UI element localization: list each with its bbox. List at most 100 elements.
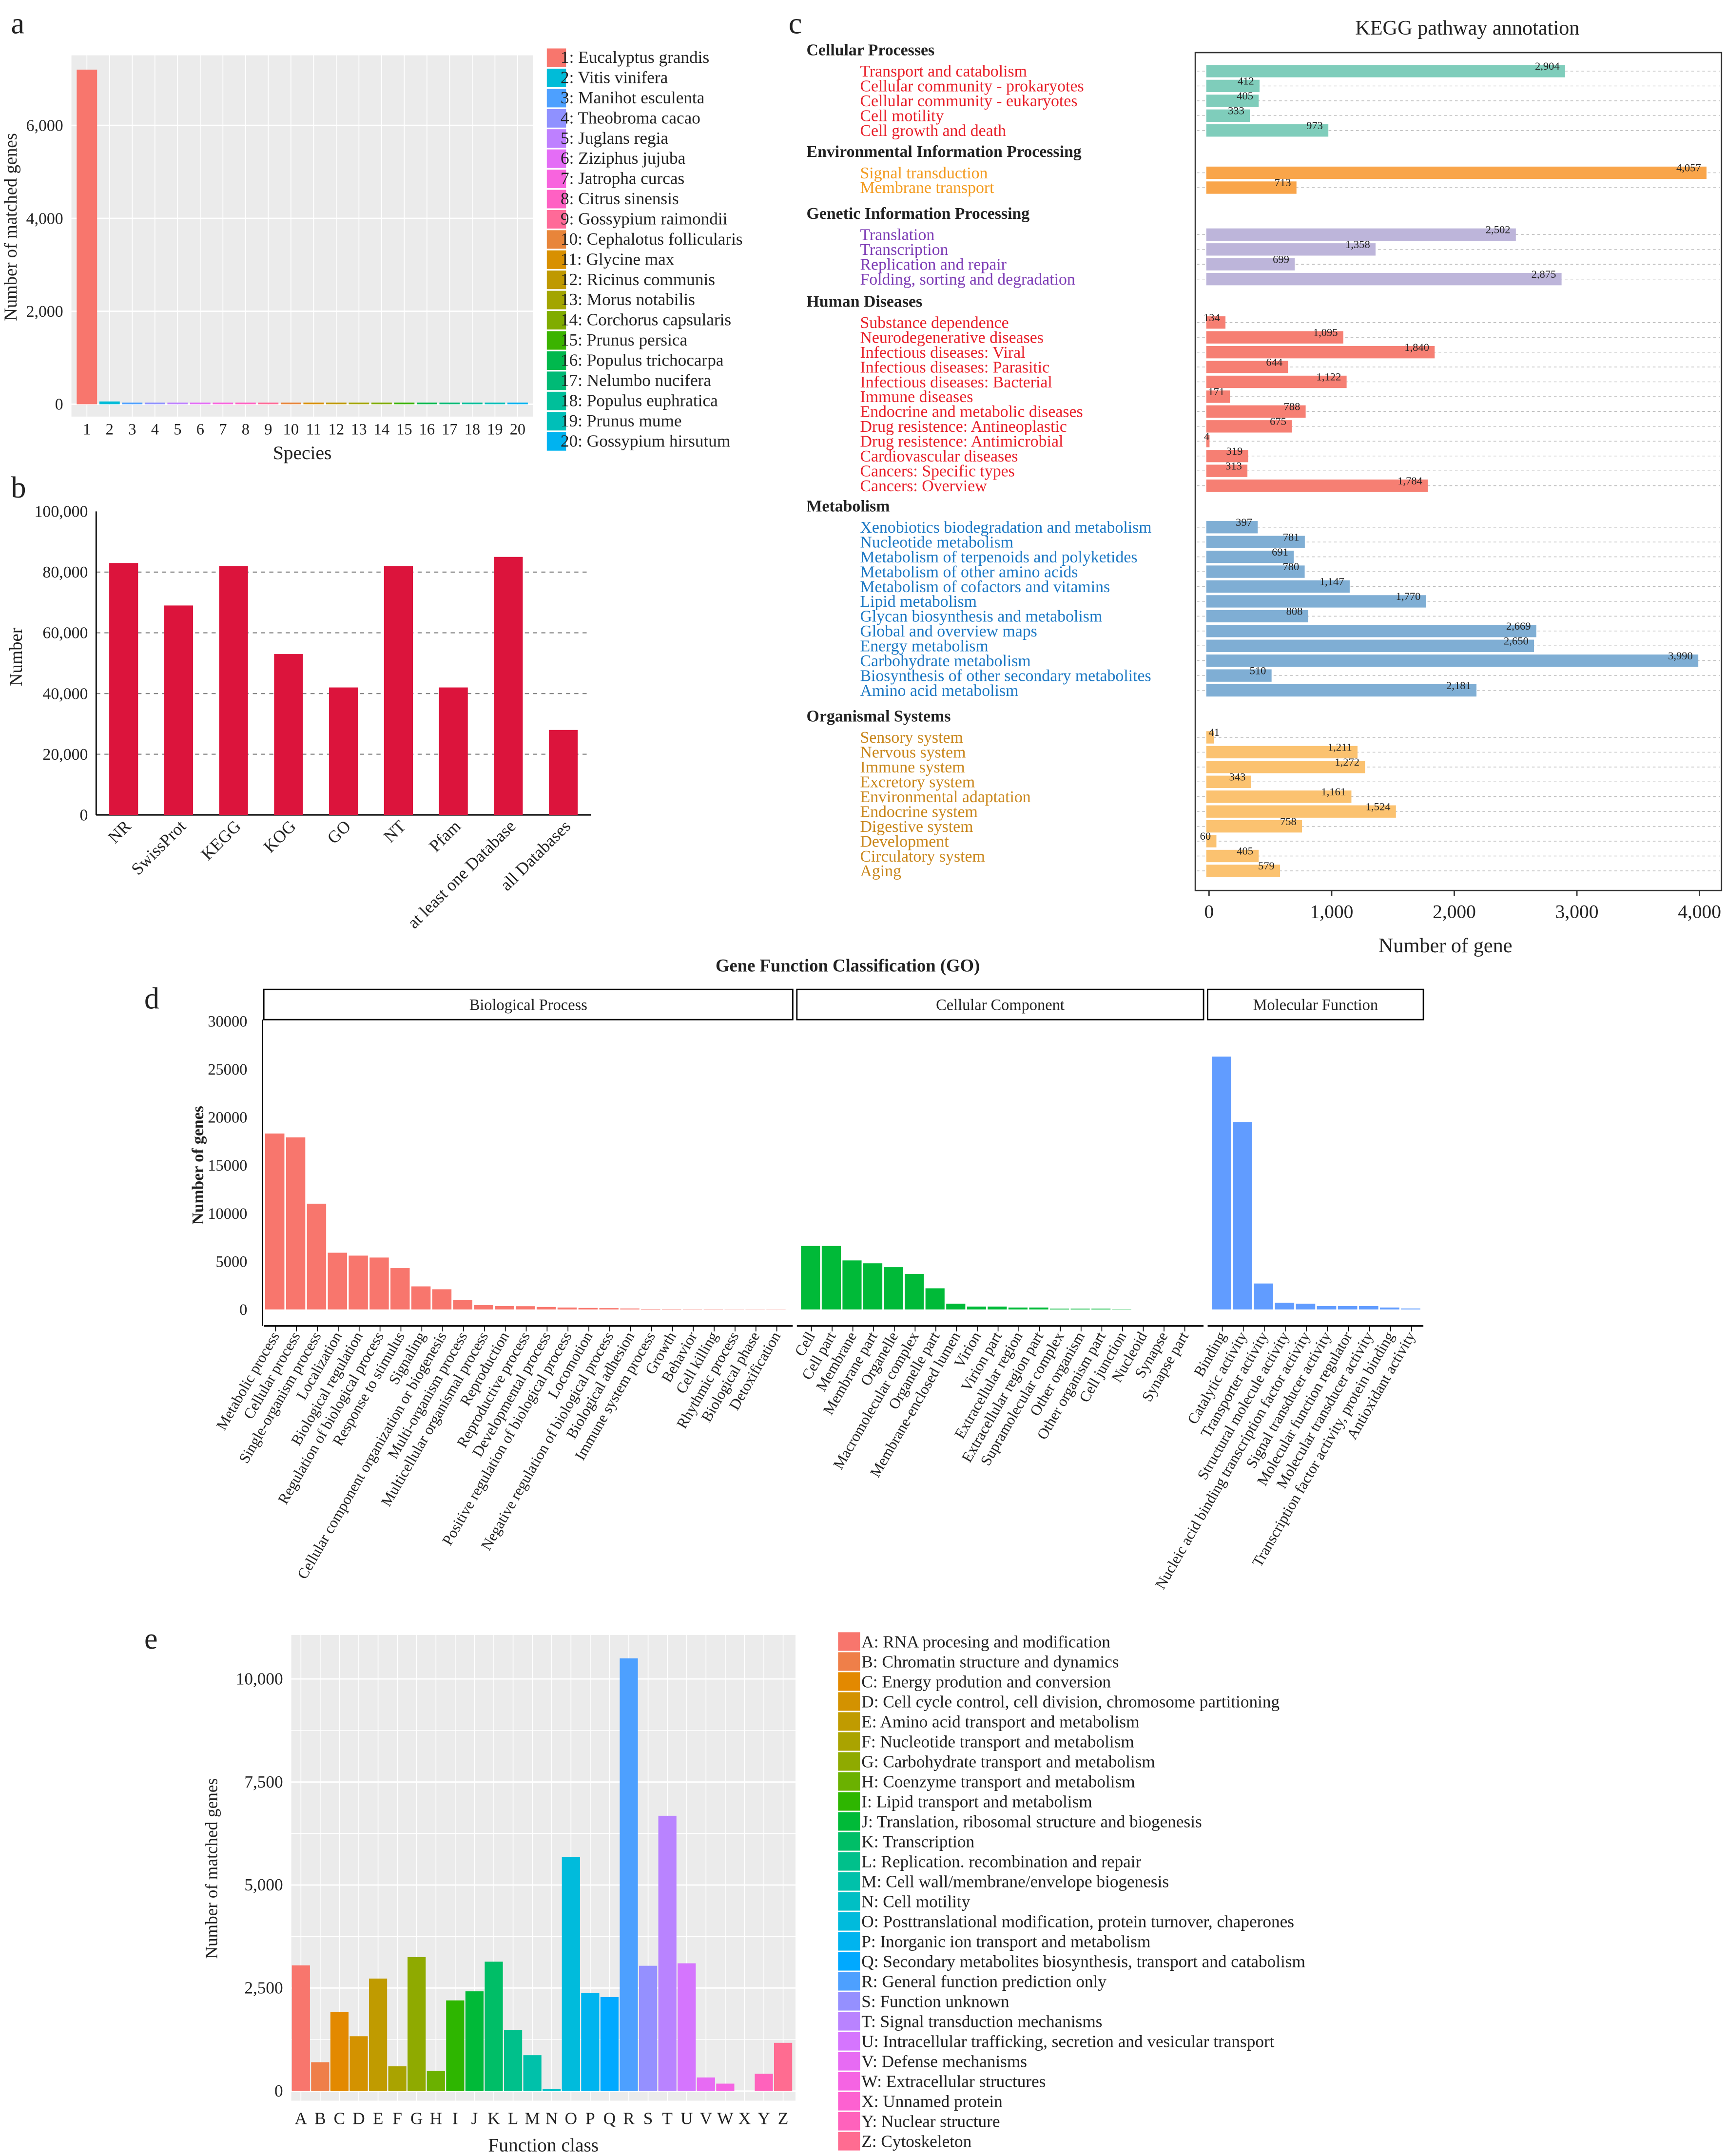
bar bbox=[1206, 65, 1565, 77]
pathway-label: Nucleotide metabolism bbox=[860, 533, 1013, 551]
bar-value-label: 2,181 bbox=[1446, 679, 1471, 692]
bar bbox=[446, 2000, 465, 2091]
x-tick-label: F bbox=[392, 2109, 402, 2128]
legend-swatch bbox=[546, 230, 566, 249]
bar-value-label: 1,147 bbox=[1320, 576, 1344, 588]
legend-swatch bbox=[546, 412, 566, 431]
panel-d-go-chart: Gene Function Classification (GO) 0 5000 10… bbox=[189, 956, 1424, 1592]
legend-item: O: Posttranslational modification, prote… bbox=[861, 1912, 1294, 1931]
bar bbox=[716, 2083, 735, 2091]
pathway-label: Metabolism of other amino acids bbox=[860, 563, 1078, 581]
legend-swatch bbox=[546, 149, 566, 168]
bar bbox=[1206, 390, 1230, 403]
pathway-label: Infectious diseases: Bacterial bbox=[860, 373, 1052, 391]
legend-swatch bbox=[838, 1632, 860, 1651]
x-tick-label: NR bbox=[104, 816, 135, 847]
pathway-label: Folding, sorting and degradation bbox=[860, 270, 1075, 289]
pathway-label: Glycan biosynthesis and metabolism bbox=[860, 608, 1102, 626]
pathway-label: Immune system bbox=[860, 758, 965, 776]
legend-item: L: Replication. recombination and repair bbox=[861, 1852, 1141, 1871]
bar bbox=[599, 1308, 619, 1309]
facet-label: Biological Process bbox=[469, 996, 587, 1014]
bar-value-label: 579 bbox=[1258, 860, 1275, 872]
bar bbox=[326, 403, 347, 404]
bar bbox=[1206, 639, 1534, 652]
legend-swatch bbox=[838, 2072, 860, 2091]
legend-item: 3: Manihot esculenta bbox=[561, 88, 705, 107]
legend-swatch bbox=[838, 1672, 860, 1691]
legend-swatch bbox=[838, 1792, 860, 1811]
y-axis-label: Number of matched genes bbox=[202, 1778, 221, 1959]
pathway-label: Signal transduction bbox=[860, 164, 988, 182]
legend-item: J: Translation, ribosomal structure and … bbox=[861, 1812, 1202, 1831]
plot-border bbox=[1194, 52, 1723, 891]
bar bbox=[1206, 536, 1305, 548]
x-tick-label: 13 bbox=[351, 421, 367, 438]
bar bbox=[328, 1252, 347, 1309]
bar bbox=[925, 1288, 945, 1309]
bar bbox=[1206, 166, 1707, 179]
bar bbox=[620, 1658, 638, 2091]
bar bbox=[1206, 228, 1516, 241]
bar-value-label: 405 bbox=[1237, 90, 1253, 102]
bar bbox=[439, 403, 460, 404]
legend-item: M: Cell wall/membrane/envelope biogenesi… bbox=[861, 1872, 1169, 1891]
bar bbox=[821, 1246, 841, 1309]
legend-swatch bbox=[838, 1832, 860, 1851]
legend-item: 6: Ziziphus jujuba bbox=[561, 149, 686, 168]
legend-item: T: Signal transduction mechanisms bbox=[861, 2012, 1102, 2031]
bar bbox=[265, 1133, 285, 1309]
bar-value-label: 4 bbox=[1204, 430, 1209, 442]
legend-swatch bbox=[838, 1692, 860, 1711]
bar bbox=[557, 1307, 577, 1309]
x-tick-label: SwissProt bbox=[128, 817, 190, 879]
bar bbox=[274, 654, 303, 815]
legend-swatch bbox=[838, 1812, 860, 1831]
legend-swatch bbox=[838, 2052, 860, 2071]
x-tick-label: I bbox=[452, 2109, 458, 2128]
bar bbox=[1206, 273, 1562, 286]
bar-value-label: 780 bbox=[1283, 560, 1300, 573]
bar bbox=[349, 2036, 368, 2091]
pathway-label: Neurodegenerative diseases bbox=[860, 328, 1043, 346]
y-axis-label: Number of genes bbox=[189, 1106, 207, 1225]
chart-title: KEGG pathway annotation bbox=[1355, 17, 1579, 39]
bar bbox=[1206, 109, 1250, 122]
pathway-label: Endocrine system bbox=[860, 803, 977, 821]
panel-b-database-chart: 0 20,000 40,000 60,000 80,000 100,000 NRSwissP… bbox=[6, 503, 591, 932]
x-tick-label: 16 bbox=[419, 421, 435, 438]
pathway-label: Drug resistence: Antimicrobial bbox=[860, 433, 1063, 451]
legend-item: E: Amino acid transport and metabolism bbox=[861, 1712, 1139, 1731]
legend-swatch bbox=[838, 1972, 860, 1991]
x-tick-label: L bbox=[508, 2109, 519, 2128]
facet-label: Cellular Component bbox=[936, 996, 1065, 1014]
bar bbox=[235, 403, 256, 404]
legend-item: 12: Ricinus communis bbox=[561, 270, 715, 289]
legend-swatch bbox=[546, 270, 566, 289]
pathway-label: Immune diseases bbox=[860, 388, 973, 406]
x-tick-label: W bbox=[717, 2109, 734, 2128]
x-tick-label: 5 bbox=[174, 421, 181, 438]
bar bbox=[427, 2071, 445, 2091]
x-tick-label: Q bbox=[603, 2109, 616, 2128]
bar-value-label: 510 bbox=[1250, 664, 1266, 676]
legend-swatch bbox=[546, 48, 566, 67]
legend-item: Z: Cytoskeleton bbox=[861, 2132, 971, 2151]
x-tick-label: B bbox=[314, 2109, 326, 2128]
x-tick-label: 7 bbox=[219, 421, 227, 438]
x-tick-label: GO bbox=[324, 817, 355, 848]
bar bbox=[462, 403, 483, 404]
x-tick-label: 2,000 bbox=[1433, 901, 1476, 923]
legend-item: 19: Prunus mume bbox=[561, 411, 682, 430]
bar-value-label: 2,875 bbox=[1532, 268, 1556, 280]
y-tick-label: 80,000 bbox=[42, 563, 88, 581]
bar bbox=[1358, 1306, 1378, 1309]
x-tick-label: 4 bbox=[151, 421, 159, 438]
pathway-label: Translation bbox=[860, 226, 934, 244]
bar bbox=[1206, 405, 1306, 418]
bar bbox=[1206, 450, 1248, 462]
x-tick-label: Pfam bbox=[426, 817, 465, 856]
legend-swatch bbox=[546, 290, 566, 309]
